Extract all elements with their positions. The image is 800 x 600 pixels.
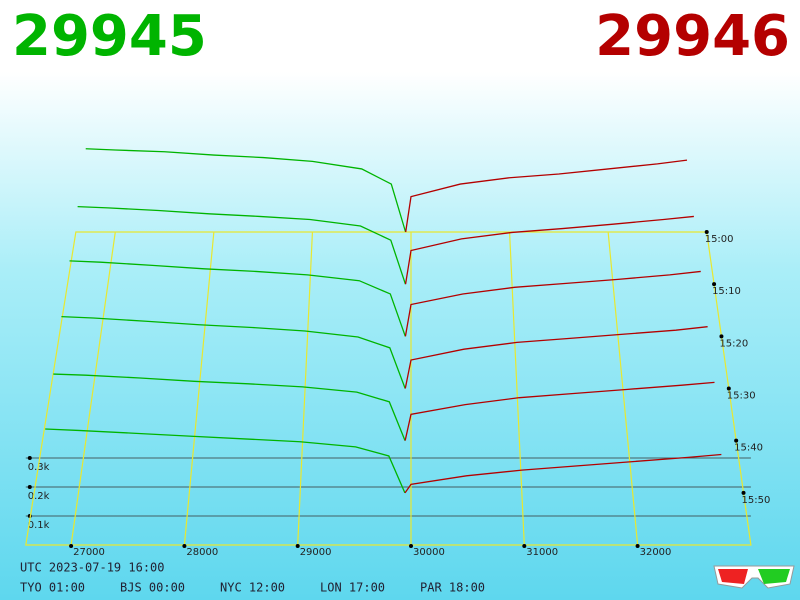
bid-depth-line — [53, 373, 406, 441]
zone-time: NYC 12:00 — [220, 581, 285, 595]
depth-tick — [27, 456, 32, 460]
zone-time: LON 17:00 — [320, 581, 385, 595]
time-tick — [734, 438, 739, 443]
utc-time: UTC 2023-07-19 16:00 — [20, 561, 165, 575]
price-tick-label: 27000 — [73, 547, 105, 558]
price-tick-label: 32000 — [640, 547, 672, 558]
depth-tick-label: 0.2k — [28, 491, 50, 502]
time-tick-label: 15:00 — [705, 234, 734, 245]
price-grid-line — [508, 231, 525, 546]
zone-time: TYO 01:00 — [20, 581, 85, 595]
bid-depth-line — [77, 205, 407, 285]
time-tick-label: 15:20 — [719, 338, 748, 349]
time-tick-label: 15:30 — [727, 391, 756, 402]
price-grid-line — [183, 231, 215, 546]
ask-price: 29946 — [595, 4, 790, 69]
price-tick-label: 31000 — [526, 547, 558, 558]
ask-depth-line — [404, 381, 715, 441]
price-tick — [409, 544, 413, 548]
zone-time: BJS 00:00 — [120, 581, 185, 595]
price-tick-label: 30000 — [413, 547, 445, 558]
price-tick — [295, 544, 300, 548]
bid-depth-line — [61, 315, 406, 389]
time-tick — [719, 334, 724, 339]
bid-depth-line — [69, 260, 406, 337]
price-grid-line — [607, 231, 639, 546]
price-grid-line — [297, 231, 314, 546]
time-tick-label: 15:50 — [742, 495, 771, 506]
glasses-icon — [713, 565, 795, 589]
time-tick — [741, 490, 746, 495]
price-grid-line — [70, 231, 116, 546]
bid-depth-line — [85, 148, 407, 233]
price-tick — [522, 544, 527, 548]
time-tick — [712, 282, 717, 287]
time-tick — [726, 386, 731, 391]
time-tick-label: 15:10 — [712, 286, 741, 297]
bid-price: 29945 — [12, 4, 207, 69]
depth-tick-label: 0.1k — [28, 520, 50, 531]
price-tick — [182, 544, 187, 548]
ask-depth-line — [404, 326, 708, 389]
depth-tick — [27, 485, 32, 489]
price-tick-label: 29000 — [300, 547, 332, 558]
price-tick — [635, 544, 640, 548]
ask-depth-line — [404, 270, 701, 337]
bid-depth-line — [45, 428, 406, 494]
zone-time: PAR 18:00 — [420, 581, 485, 595]
ask-depth-line — [405, 159, 688, 233]
price-tick-label: 28000 — [186, 547, 218, 558]
ask-depth-line — [404, 215, 694, 285]
time-tick — [704, 230, 709, 234]
time-tick-label: 15:40 — [734, 443, 763, 454]
price-tick — [69, 544, 74, 548]
ask-depth-line — [404, 453, 722, 494]
